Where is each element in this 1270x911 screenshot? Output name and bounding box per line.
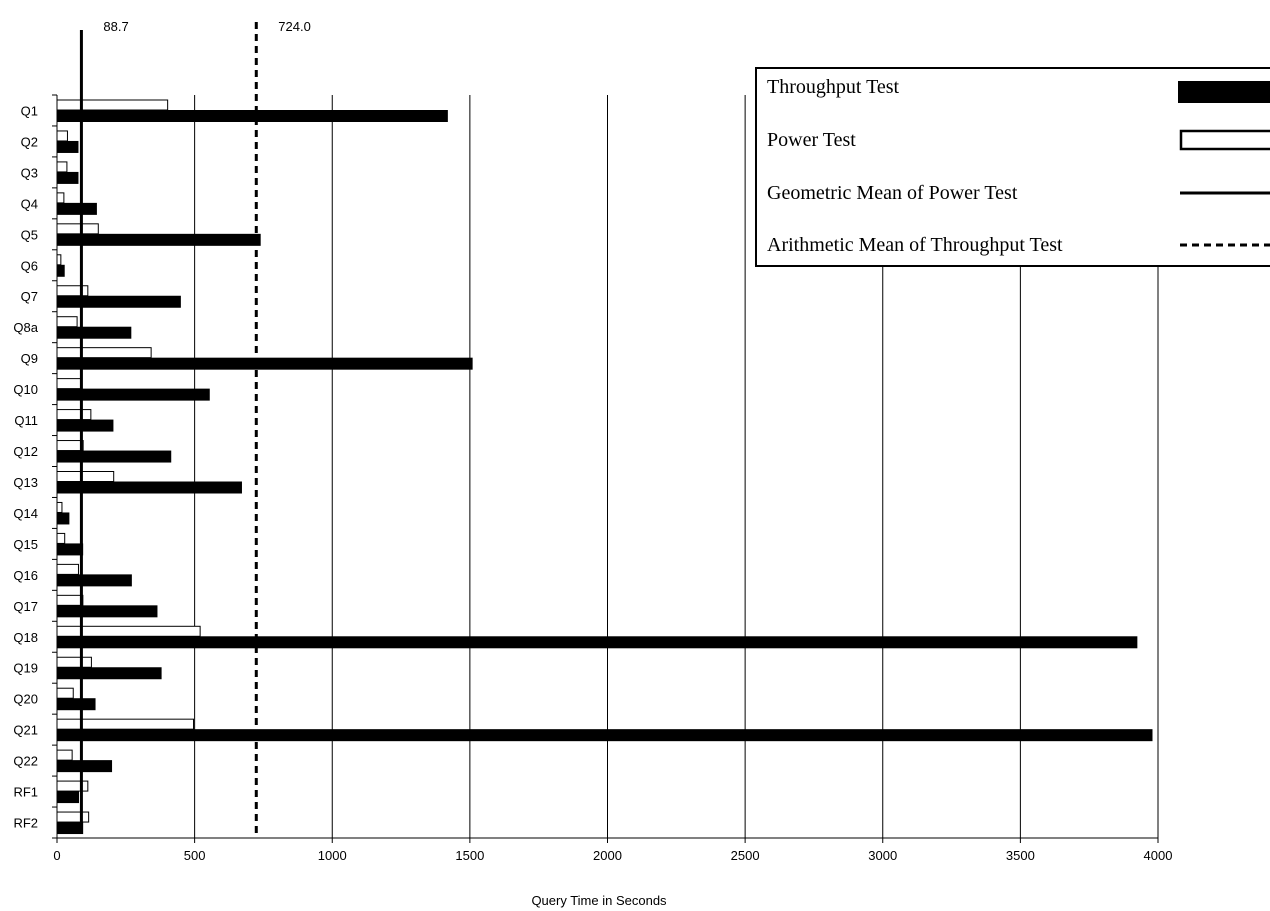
axes: 0 500 1000 1500 2000 2500 3000 3500 4000 Q1 Q2 Q3 Q4… [13, 94, 1173, 863]
x-tick-label: 1500 [455, 848, 484, 863]
y-tick-label: Q21 [13, 723, 38, 738]
bar-power-test [56, 161, 68, 173]
geo-mean-label: 88.7 [103, 19, 128, 34]
bar-throughput-test [57, 171, 79, 184]
y-tick-label: Q1 [21, 103, 38, 118]
bar-throughput-test [57, 543, 84, 556]
y-tick-label: Q18 [13, 630, 38, 645]
bar-power-test [56, 501, 63, 513]
y-tick-label: Q14 [13, 506, 38, 521]
bar-power-test [56, 223, 99, 235]
y-tick-label: Q20 [13, 692, 38, 707]
y-tick-label: Q13 [13, 475, 38, 490]
legend-label-throughput: Throughput Test [767, 76, 900, 98]
bar-throughput-test [57, 110, 448, 122]
bar-throughput-test [57, 667, 162, 680]
bar-throughput-test [57, 822, 84, 835]
bar-power-test [56, 254, 62, 266]
reference-lines: 88.7 724.0 [79, 19, 311, 833]
bar-power-test [56, 780, 89, 792]
x-tick-label: 1000 [318, 848, 347, 863]
bar-power-test [56, 192, 65, 204]
bar-throughput-test [57, 729, 1153, 742]
bar-power-test [56, 687, 74, 699]
bar-power-test [56, 563, 79, 575]
bar-throughput-test [57, 419, 114, 432]
bar-throughput-test [57, 450, 172, 463]
y-tick-label: Q19 [13, 661, 38, 676]
bar-power-test [56, 811, 90, 823]
x-tick-label: 2500 [731, 848, 760, 863]
legend-swatch-power [1179, 129, 1270, 151]
y-tick-label: Q7 [21, 289, 38, 304]
legend: Throughput Test Power Test Geometric Mea… [755, 67, 1270, 267]
bar-power-test [56, 285, 89, 297]
bar-throughput-test [57, 574, 132, 587]
y-tick-label: Q5 [21, 227, 38, 242]
y-tick-label: Q17 [13, 599, 38, 614]
y-tick-label: Q11 [14, 413, 38, 428]
bar-throughput-test [57, 233, 261, 246]
bar-throughput-test [57, 326, 132, 339]
x-tick-label: 2000 [593, 848, 622, 863]
x-axis-title: Query Time in Seconds [531, 893, 667, 908]
y-tick-label: Q9 [21, 351, 38, 366]
bar-power-test [56, 99, 169, 111]
x-tick-label: 3500 [1006, 848, 1035, 863]
bar-throughput-test [57, 264, 65, 277]
y-tick-label: Q10 [13, 382, 38, 397]
legend-swatch-throughput [1178, 81, 1270, 103]
bar-power-test [56, 409, 92, 421]
arith-mean-label: 724.0 [278, 19, 311, 34]
bar-throughput-test [57, 357, 473, 370]
legend-label-arith-mean: Arithmetic Mean of Throughput Test [767, 234, 1063, 256]
bar-power-test [56, 378, 83, 390]
bar-power-test [56, 440, 84, 452]
y-tick-label: Q3 [21, 165, 38, 180]
bar-power-test [56, 594, 84, 606]
x-tick-label: 4000 [1144, 848, 1173, 863]
bar-power-test [56, 656, 92, 668]
y-tick-label: Q4 [21, 196, 38, 211]
y-tick-label: Q16 [13, 568, 38, 583]
bar-throughput-test [57, 202, 97, 215]
bar-power-test [56, 347, 152, 359]
bar-throughput-test [57, 388, 210, 401]
y-tick-label: Q15 [13, 537, 38, 552]
x-tick-label: 3000 [868, 848, 897, 863]
bar-power-test [56, 130, 68, 142]
bar-power-test [56, 718, 195, 730]
bar-throughput-test [57, 636, 1138, 649]
bar-throughput-test [57, 512, 70, 525]
y-tick-label: Q6 [21, 258, 38, 273]
y-tick-label: RF1 [13, 785, 38, 800]
bar-throughput-test [57, 760, 113, 773]
bar-throughput-test [57, 605, 158, 618]
x-tick-label: 500 [184, 848, 206, 863]
bar-throughput-test [57, 481, 242, 494]
bars [56, 99, 1153, 835]
bar-throughput-test [57, 140, 79, 153]
bar-power-test [56, 316, 78, 328]
legend-label-power: Power Test [767, 129, 856, 151]
bar-throughput-test [57, 698, 96, 711]
bar-power-test [56, 471, 115, 482]
bar-power-test [56, 532, 66, 544]
x-tick-label: 0 [53, 848, 60, 863]
bar-power-test [56, 625, 201, 637]
y-tick-label: Q8a [13, 320, 38, 335]
y-tick-label: Q2 [21, 134, 38, 149]
bar-power-test [56, 749, 73, 761]
bar-throughput-test [57, 295, 181, 308]
y-tick-label: Q22 [13, 754, 38, 769]
bar-throughput-test [57, 791, 80, 804]
y-tick-label: RF2 [13, 816, 38, 831]
y-tick-label: Q12 [13, 444, 38, 459]
legend-label-geo-mean: Geometric Mean of Power Test [767, 182, 1018, 204]
